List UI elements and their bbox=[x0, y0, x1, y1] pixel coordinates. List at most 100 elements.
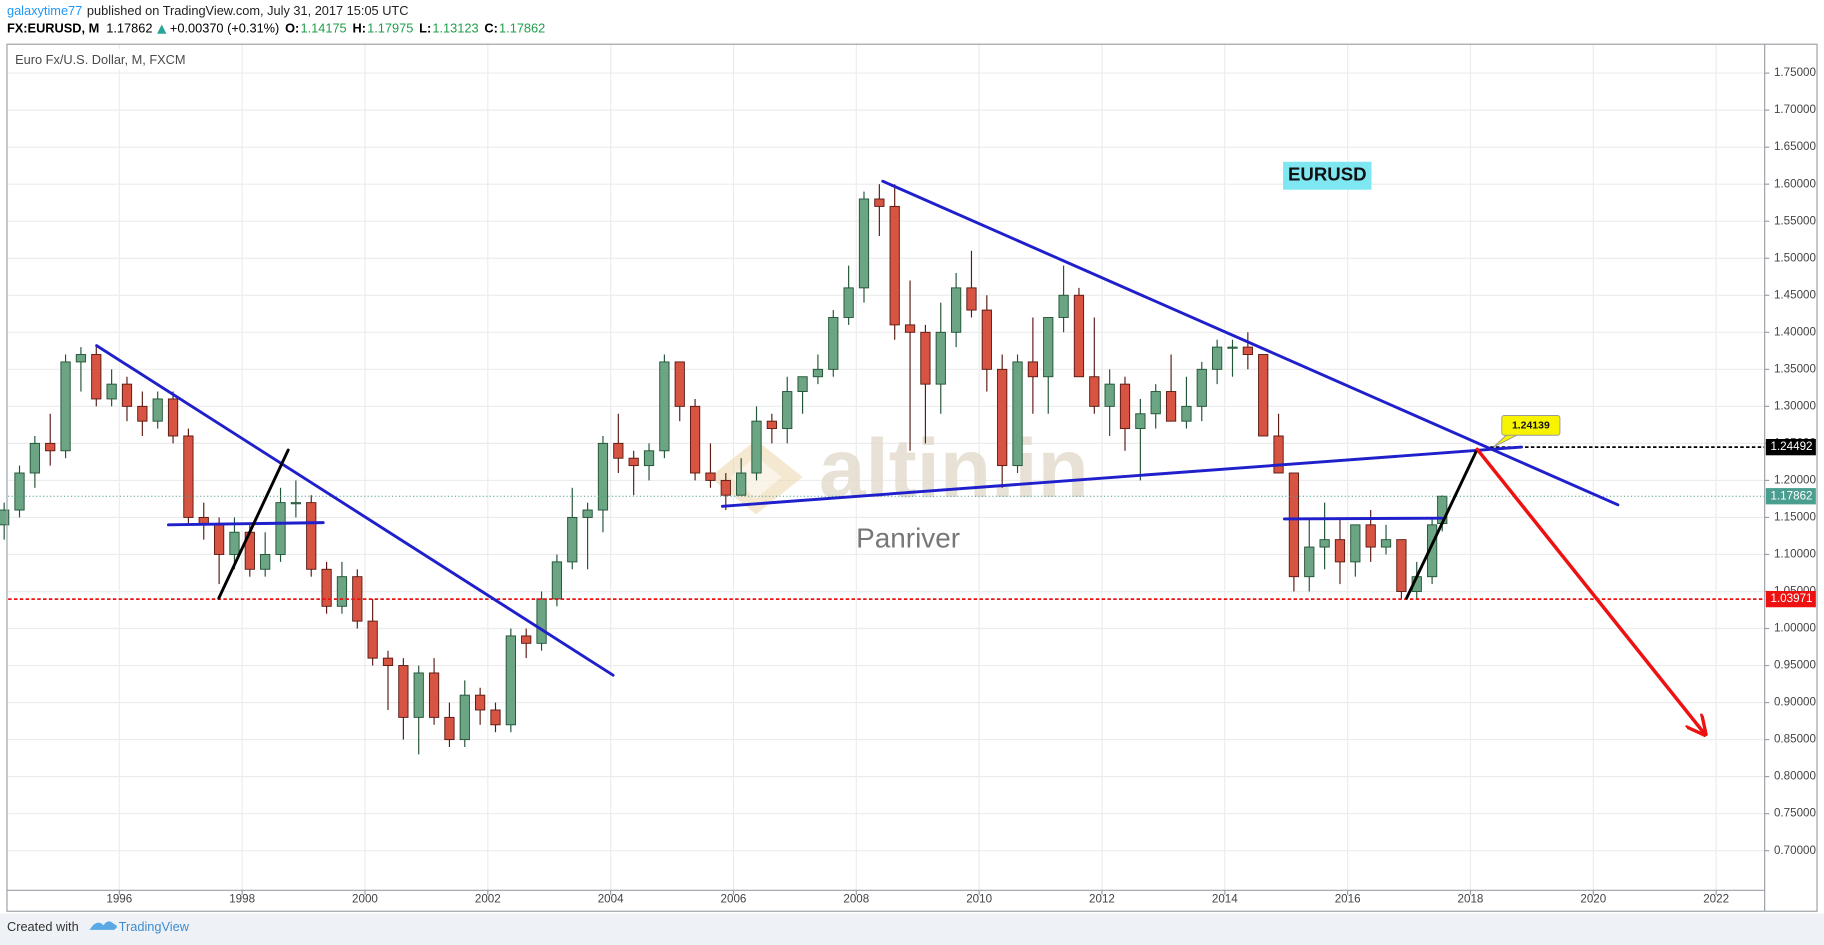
candle-body bbox=[582, 509, 593, 518]
candle-body bbox=[382, 657, 394, 667]
candle-body bbox=[858, 198, 870, 289]
up-triangle bbox=[157, 24, 167, 34]
trend-line bbox=[1405, 447, 1479, 600]
candle-body bbox=[1380, 539, 1392, 548]
candle-body bbox=[444, 716, 455, 741]
candle-body bbox=[1043, 317, 1054, 378]
candle-body bbox=[213, 524, 225, 555]
candle-body bbox=[828, 317, 839, 370]
ohlc-label: L: bbox=[419, 20, 431, 35]
y-tick-label: 0.90000 bbox=[1774, 696, 1817, 709]
y-tick-label: 0.85000 bbox=[1774, 733, 1817, 746]
candle-body bbox=[981, 309, 992, 370]
candle-body bbox=[751, 420, 762, 474]
x-tick-label: 2014 bbox=[1212, 893, 1238, 906]
candle-body bbox=[674, 361, 685, 407]
candle-body bbox=[843, 287, 854, 318]
x-tick-label: 1996 bbox=[106, 893, 132, 906]
y-tick-label: 1.70000 bbox=[1774, 103, 1817, 116]
candle-body bbox=[1012, 361, 1023, 467]
ohlc-value: 1.14175 bbox=[300, 20, 346, 35]
y-tick-label: 1.65000 bbox=[1774, 140, 1817, 153]
price-tag-label: 1.17862 bbox=[1770, 489, 1812, 502]
trend-line bbox=[720, 445, 1523, 508]
candle-body bbox=[797, 376, 808, 393]
watermark-subtext: Panriver bbox=[856, 522, 960, 553]
x-tick-label: 2000 bbox=[352, 893, 378, 906]
candle-body bbox=[14, 472, 25, 511]
y-tick-label: 1.45000 bbox=[1774, 288, 1817, 301]
candle-body bbox=[920, 331, 931, 385]
candle-body bbox=[782, 391, 793, 430]
candle-body bbox=[1135, 413, 1146, 430]
candle-body bbox=[336, 576, 348, 607]
y-tick-label: 1.30000 bbox=[1774, 399, 1817, 412]
candle-body bbox=[1165, 391, 1177, 422]
price-tag bbox=[1765, 438, 1816, 456]
grid bbox=[8, 44, 1765, 891]
candle-body bbox=[536, 598, 547, 644]
author: galaxytime77 bbox=[7, 3, 82, 18]
candles bbox=[0, 184, 1448, 755]
candle-body bbox=[475, 694, 486, 711]
annotation-box bbox=[1283, 161, 1372, 190]
candle-body bbox=[736, 472, 747, 496]
candle-body bbox=[275, 502, 286, 555]
candle-body bbox=[1104, 383, 1115, 407]
price-tag bbox=[1765, 488, 1816, 505]
chart-title: Euro Fx/U.S. Dollar, M, FXCM bbox=[15, 52, 185, 67]
candle-body bbox=[75, 354, 87, 363]
x-tick-label: 2012 bbox=[1089, 893, 1115, 906]
footer-created: Created with bbox=[7, 919, 79, 934]
y-tick-label: 1.15000 bbox=[1774, 511, 1817, 524]
y-tick-label: 0.75000 bbox=[1774, 807, 1817, 820]
candle-body bbox=[812, 368, 824, 378]
tradingview-logo[interactable] bbox=[89, 921, 117, 930]
candle-body bbox=[889, 205, 900, 326]
candle-body bbox=[1350, 524, 1361, 563]
candle-body bbox=[613, 442, 624, 459]
y-tick-label: 1.55000 bbox=[1774, 214, 1817, 227]
candle-body bbox=[229, 531, 240, 555]
trend-line bbox=[166, 521, 325, 527]
candle-body bbox=[91, 354, 102, 400]
change: +0.00370 (+0.31%) bbox=[170, 20, 279, 35]
ohlc-label: C: bbox=[484, 20, 497, 35]
candle-body bbox=[689, 405, 701, 474]
candle-body bbox=[306, 502, 317, 570]
candle-body bbox=[260, 553, 271, 570]
candle-body bbox=[413, 672, 424, 718]
candle-body bbox=[121, 383, 133, 407]
x-tick-label: 2016 bbox=[1335, 893, 1361, 906]
candle-body bbox=[997, 368, 1008, 467]
candle-body bbox=[766, 420, 777, 430]
y-tick-label: 1.50000 bbox=[1774, 251, 1817, 264]
footer-brand[interactable]: TradingView bbox=[119, 919, 190, 934]
footer-bar bbox=[0, 913, 1824, 945]
candle-body bbox=[567, 516, 578, 563]
x-tick-label: 2002 bbox=[475, 893, 501, 906]
ohlc-label: O: bbox=[285, 20, 299, 35]
y-tick-label: 1.60000 bbox=[1774, 177, 1817, 190]
candle-body bbox=[1058, 294, 1069, 318]
candle-body bbox=[1212, 346, 1223, 370]
y-tick-label: 1.35000 bbox=[1774, 362, 1817, 375]
trend-line bbox=[95, 344, 615, 677]
candle-body bbox=[0, 509, 10, 526]
ohlc-value: 1.17975 bbox=[367, 20, 413, 35]
y-tick-label: 1.00000 bbox=[1774, 622, 1817, 635]
header: galaxytime77 published on TradingView.com… bbox=[7, 3, 545, 35]
x-tick-label: 1998 bbox=[229, 893, 255, 906]
drawings: EURUSD 1.24139 bbox=[8, 161, 1765, 735]
ohlc-value: 1.13123 bbox=[432, 20, 478, 35]
candle-body bbox=[183, 435, 194, 518]
candle-body bbox=[45, 442, 56, 452]
forecast-arrow bbox=[1475, 447, 1705, 734]
x-tick-label: 2020 bbox=[1580, 893, 1606, 906]
axes: Euro Fx/U.S. Dollar, M, FXCM 0.70000 0.75… bbox=[6, 43, 1818, 912]
candle-body bbox=[1119, 383, 1131, 430]
candle-body bbox=[1150, 391, 1161, 415]
y-tick-label: 0.95000 bbox=[1774, 659, 1817, 672]
